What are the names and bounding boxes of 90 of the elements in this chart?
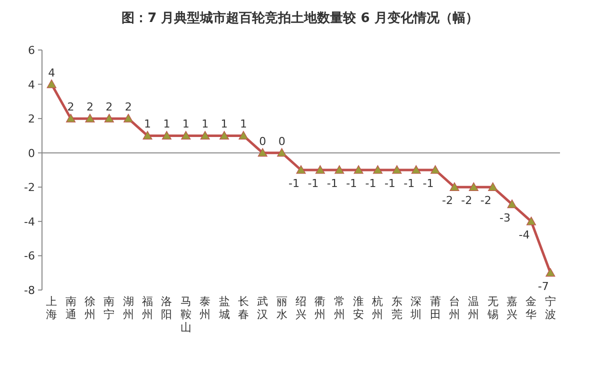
x-tick-label: 马鞍山	[180, 295, 192, 334]
x-tick-label: 深圳	[410, 295, 422, 321]
x-tick-label: 武汉	[257, 295, 268, 321]
point	[526, 216, 536, 226]
y-tick-label: 0	[28, 146, 35, 160]
chart-title: 图：7 月典型城市超百轮竞拍土地数量较 6 月变化情况（幅）	[122, 10, 478, 26]
point	[46, 79, 56, 88]
y-tick-label: -2	[24, 181, 35, 194]
point	[200, 130, 210, 140]
x-tick-label: 温州	[468, 295, 480, 321]
y-tick-label: 2	[28, 112, 35, 126]
data-label: 4	[48, 66, 56, 80]
x-tick-label: 嘉兴	[506, 295, 518, 321]
data-label: -1	[346, 177, 358, 190]
data-label: 1	[182, 118, 190, 131]
data-label: 0	[278, 134, 286, 148]
x-tick-label: 上海	[46, 295, 58, 321]
point	[468, 182, 478, 191]
point	[238, 130, 248, 140]
point	[66, 114, 76, 122]
x-tick-label: 徐州	[84, 295, 96, 321]
x-tick-label: 台州	[448, 295, 460, 321]
point	[258, 148, 268, 157]
point	[219, 130, 230, 140]
data-label: -1	[384, 177, 396, 190]
data-label: -1	[326, 177, 338, 190]
point	[354, 165, 364, 174]
data-label: 1	[220, 118, 228, 131]
x-tick-label: 莆田	[430, 295, 441, 321]
x-tick-label: 泰州	[200, 295, 211, 321]
data-label: -1	[288, 177, 300, 190]
y-tick-label: 6	[28, 44, 35, 57]
y-tick-label: 4	[28, 78, 35, 92]
point	[277, 148, 287, 157]
point	[85, 114, 95, 122]
data-label: -2	[480, 194, 492, 208]
point	[315, 165, 325, 174]
data-label: 2	[67, 100, 74, 114]
data-label: -1	[308, 177, 319, 190]
data-label: -1	[404, 177, 415, 190]
x-tick-label: 衢州	[314, 295, 326, 321]
point	[546, 268, 556, 277]
data-label: -4	[518, 228, 530, 242]
data-label: 2	[106, 100, 113, 114]
point	[181, 130, 191, 140]
data-label: -2	[442, 194, 453, 208]
point	[430, 165, 440, 174]
point	[124, 114, 134, 122]
data-label: 1	[202, 118, 209, 131]
x-tick-label: 常州	[334, 295, 345, 321]
x-tick-label: 丽水	[276, 295, 288, 321]
x-tick-label: 福州	[142, 295, 154, 321]
data-label: 1	[163, 118, 170, 131]
point	[488, 182, 498, 191]
x-tick-label: 南宁	[104, 295, 115, 321]
data-label: 1	[144, 118, 152, 131]
y-tick-label: -8	[24, 284, 35, 297]
x-tick-label: 东莞	[391, 295, 402, 321]
point	[392, 165, 402, 174]
data-label: 2	[124, 100, 132, 114]
data-label: 0	[259, 134, 266, 148]
x-tick-label: 长春	[238, 295, 249, 321]
x-tick-label: 洛阳	[161, 295, 172, 321]
point	[296, 165, 306, 174]
x-tick-label: 杭州	[371, 295, 384, 321]
point	[162, 130, 172, 140]
data-label: -2	[461, 194, 472, 208]
x-tick-label: 无锡	[486, 295, 498, 321]
x-tick-label: 湖州	[122, 295, 134, 321]
data-label: -1	[365, 177, 376, 190]
data-label: -1	[422, 177, 434, 190]
point	[142, 130, 152, 140]
x-tick-label: 金华	[526, 295, 537, 321]
y-tick-label: -4	[24, 215, 35, 228]
x-tick-label: 淮安	[353, 295, 364, 321]
point	[104, 114, 114, 122]
data-label: -7	[538, 280, 549, 293]
point	[372, 165, 383, 174]
point	[334, 165, 344, 174]
data-label: 2	[86, 100, 94, 114]
point	[450, 182, 460, 191]
x-tick-label: 宁波	[544, 295, 556, 321]
x-tick-label: 盐城	[218, 295, 230, 321]
x-tick-label: 绍兴	[296, 295, 306, 321]
y-tick-label: -6	[24, 250, 35, 263]
data-label: 1	[240, 118, 247, 131]
point	[507, 199, 517, 208]
x-tick-label: 南通	[65, 295, 76, 321]
point	[411, 165, 421, 174]
data-label: -3	[500, 211, 511, 224]
